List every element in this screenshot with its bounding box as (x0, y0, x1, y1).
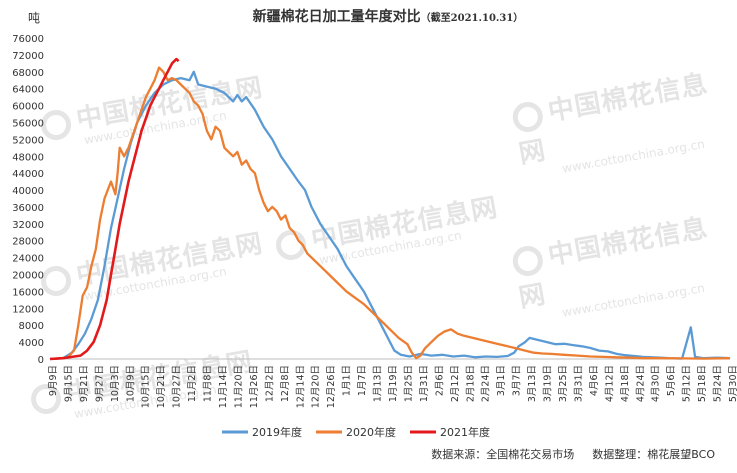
y-tick-label: 56000 (12, 118, 44, 129)
y-tick-label: 0 (38, 355, 44, 366)
x-tick-label: 10月3日 (110, 365, 121, 402)
x-tick-label: 5月18日 (697, 365, 708, 402)
series-line-1 (49, 70, 731, 361)
x-tick-label: 12月2日 (264, 365, 275, 402)
x-tick-label: 3月7日 (512, 365, 523, 396)
y-tick-label: 20000 (12, 271, 44, 282)
x-tick-label: 11月20日 (233, 365, 244, 408)
x-tick-label: 12月26日 (326, 365, 337, 408)
x-tick-label: 1月7日 (357, 365, 368, 396)
x-tick-label: 3月1日 (496, 365, 507, 396)
x-tick-label: 11月26日 (249, 365, 260, 408)
y-tick-label: 76000 (12, 34, 44, 45)
y-tick-label: 16000 (12, 287, 44, 298)
x-tick-label: 9月27日 (94, 365, 105, 402)
y-tick-label: 4000 (19, 338, 44, 349)
y-tick-label: 12000 (12, 304, 44, 315)
x-tick-label: 4月24日 (635, 365, 646, 402)
y-tick-label: 72000 (12, 51, 44, 62)
series-line-2 (49, 66, 731, 361)
x-tick-label: 10月9日 (125, 365, 136, 402)
x-tick-label: 5月12日 (682, 365, 693, 402)
x-tick-label: 2月6日 (434, 365, 445, 396)
x-tick-label: 9月15日 (63, 365, 74, 402)
x-tick-label: 12月14日 (295, 365, 306, 408)
x-tick-label: 10月27日 (172, 365, 183, 408)
x-tick-label: 11月8日 (203, 365, 214, 402)
x-tick-label: 1月1日 (342, 365, 353, 396)
x-tick-label: 1月31日 (419, 365, 430, 402)
y-tick-label: 60000 (12, 102, 44, 113)
x-tick-label: 5月6日 (666, 365, 677, 396)
x-tick-label: 10月21日 (156, 365, 167, 408)
x-tick-label: 11月2日 (187, 365, 198, 402)
footer-compiler: 数据整理：棉花展望BCO (592, 448, 715, 461)
x-tick-label: 2月12日 (450, 365, 461, 402)
legend-label: 2020年度 (346, 425, 396, 439)
x-tick-label: 5月24日 (713, 365, 724, 402)
legend-label: 2021年度 (440, 425, 490, 439)
x-tick-label: 4月30日 (651, 365, 662, 402)
chart-subtitle: （截至2021.10.31） (421, 11, 524, 24)
y-tick-label: 28000 (12, 237, 44, 248)
x-tick-label: 3月25日 (558, 365, 569, 402)
x-tick-label: 3月19日 (543, 365, 554, 402)
y-tick-label: 68000 (12, 68, 44, 79)
series-line-3 (49, 57, 180, 361)
footer-data-source: 数据来源：全国棉花交易市场 (431, 448, 575, 461)
y-tick-label: 24000 (12, 254, 44, 265)
y-tick-label: 52000 (12, 135, 44, 146)
x-tick-label: 11月14日 (218, 365, 229, 408)
x-tick-label: 1月25日 (403, 365, 414, 402)
legend-label: 2019年度 (252, 425, 302, 439)
x-tick-label: 1月19日 (388, 365, 399, 402)
y-tick-label: 48000 (12, 152, 44, 163)
x-tick-label: 3月13日 (527, 365, 538, 402)
x-tick-label: 9月21日 (79, 365, 90, 402)
x-tick-label: 4月12日 (604, 365, 615, 402)
y-tick-label: 8000 (19, 321, 44, 332)
chart-title: 新疆棉花日加工量年度对比（截至2021.10.31） (253, 8, 524, 25)
x-tick-label: 2月24日 (481, 365, 492, 402)
y-tick-label: 44000 (12, 169, 44, 180)
y-tick-label: 64000 (12, 85, 44, 96)
x-tick-label: 2月18日 (465, 365, 476, 402)
x-tick-label: 1月13日 (373, 365, 384, 402)
x-tick-label: 10月15日 (141, 365, 152, 408)
x-tick-label: 12月20日 (311, 365, 322, 408)
x-tick-label: 3月31日 (573, 365, 584, 402)
x-tick-label: 9月9日 (48, 365, 59, 396)
x-tick-label: 5月30日 (728, 365, 737, 402)
x-tick-label: 4月6日 (589, 365, 600, 396)
x-tick-label: 12月8日 (280, 365, 291, 402)
footer-source: 数据来源：全国棉花交易市场 数据整理：棉花展望BCO (413, 446, 715, 462)
y-axis-unit: 吨 (28, 11, 40, 25)
y-tick-label: 32000 (12, 220, 44, 231)
x-tick-label: 4月18日 (620, 365, 631, 402)
y-tick-label: 40000 (12, 186, 44, 197)
y-tick-label: 36000 (12, 203, 44, 214)
